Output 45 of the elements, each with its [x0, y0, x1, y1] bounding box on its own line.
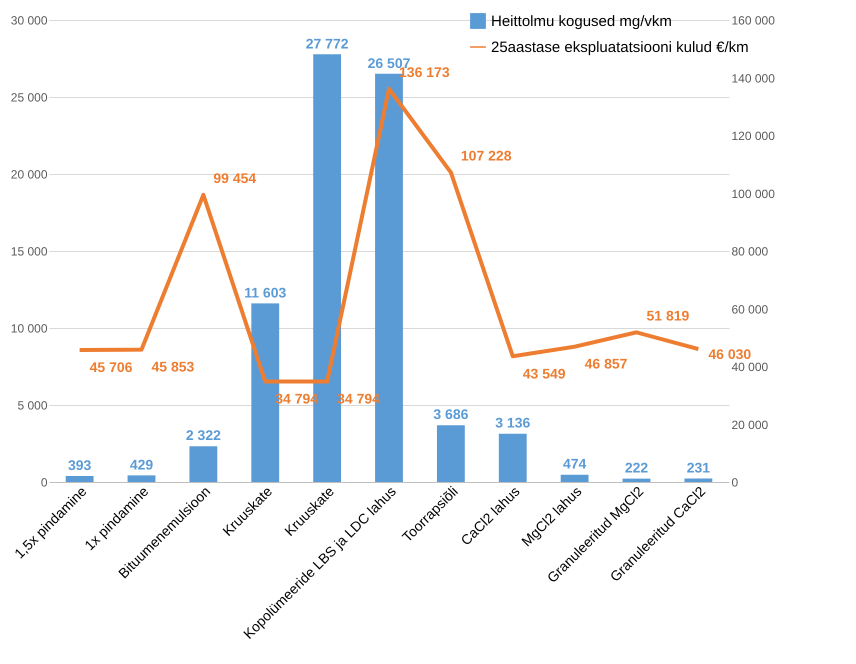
data-label: 46 030: [708, 346, 752, 362]
y-tick-label: 20 000: [10, 168, 48, 182]
bar: [436, 425, 465, 482]
data-label: 45 706: [90, 359, 133, 376]
y-tick-label: 5 000: [17, 398, 48, 412]
data-label: 11 603: [244, 284, 286, 300]
data-label: 3 136: [495, 414, 530, 431]
bar: [128, 475, 156, 482]
y2-tick-label: 120 000: [732, 129, 776, 143]
y2-tick-label: 20 000: [732, 418, 769, 432]
data-label: 231: [686, 459, 710, 476]
line-series: [78, 86, 700, 384]
y-tick-label: 30 000: [10, 14, 48, 28]
y2-tick-label: 140 000: [732, 71, 776, 86]
y-tick-label: 10 000: [10, 322, 48, 336]
data-label: 107 228: [460, 147, 512, 164]
data-label: 393: [68, 456, 92, 473]
data-label: 222: [624, 460, 648, 476]
data-label: 99 454: [213, 170, 256, 186]
y2-tick-label: 80 000: [732, 244, 769, 258]
y2-tick-label: 160 000: [732, 14, 776, 28]
legend-label: Heittolmu kogused mg/vkm: [491, 13, 672, 30]
bar: [498, 434, 527, 482]
y-tick-label: 15 000: [10, 244, 48, 258]
bar: [560, 474, 589, 482]
y-tick-label: 25 000: [10, 90, 48, 104]
bar: [66, 476, 94, 482]
y-tick-label: 0: [40, 476, 48, 490]
data-label: 27 772: [306, 35, 349, 52]
data-label: 429: [130, 456, 154, 472]
y2-tick-label: 60 000: [732, 302, 769, 316]
data-label: 43 549: [522, 365, 566, 382]
data-label: 45 853: [152, 358, 195, 375]
data-label: 51 819: [646, 307, 690, 324]
data-label: 46 857: [584, 356, 628, 372]
y2-tick-label: 40 000: [732, 360, 769, 374]
data-label: 474: [562, 456, 587, 472]
bar: [189, 446, 218, 482]
bar: [622, 478, 650, 482]
y2-tick-label: 100 000: [732, 186, 776, 201]
y2-tick-label: 0: [732, 476, 738, 490]
data-label: 3 686: [433, 406, 469, 422]
data-label: 2 322: [186, 427, 222, 444]
legend-label: 25aastase ekspluatatsiooni kulud €/km: [491, 39, 749, 56]
bar: [684, 478, 712, 482]
